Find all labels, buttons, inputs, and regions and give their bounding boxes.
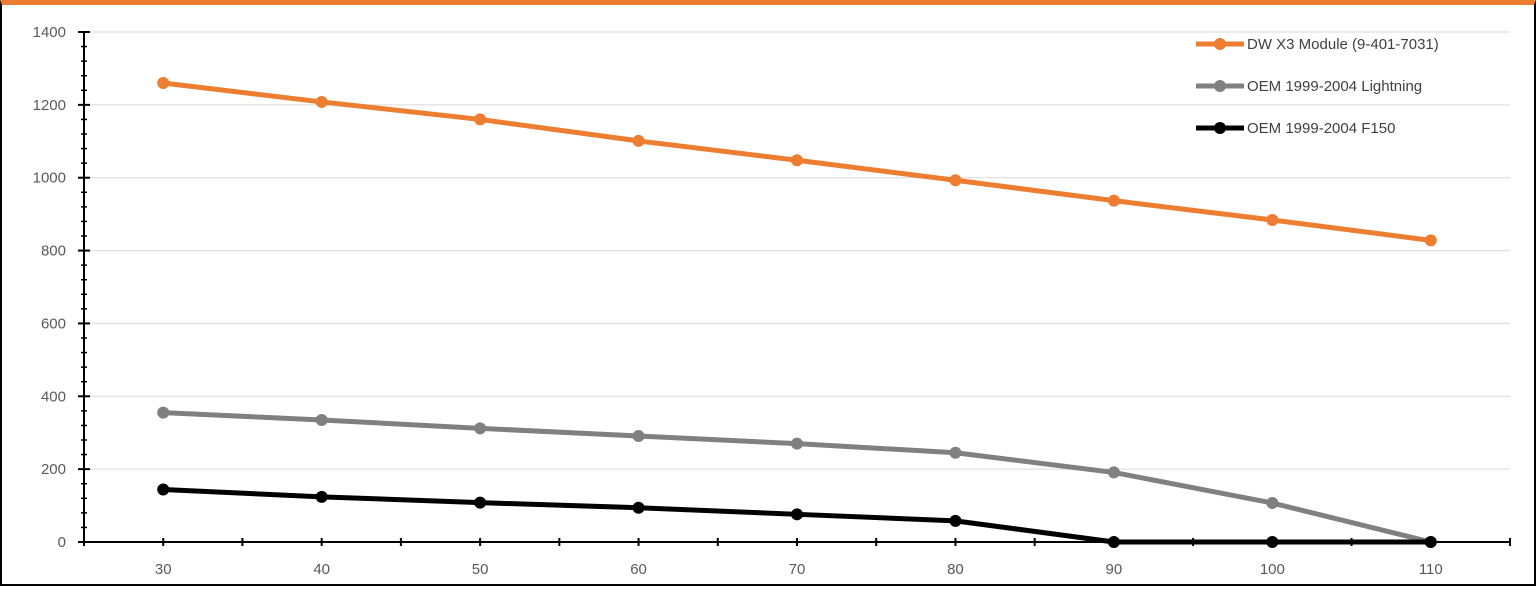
series-1: [157, 406, 1437, 548]
x-tick-label-70: 70: [789, 561, 806, 578]
data-point-2-70: [791, 508, 803, 521]
data-point-1-30: [157, 406, 170, 419]
data-point-1-90: [1107, 466, 1120, 479]
series-line-1: [160, 410, 1434, 545]
data-point-1-60: [632, 429, 645, 442]
legend-label-0: DW X3 Module (9-401-7031): [1247, 36, 1439, 53]
legend-entry-2: OEM 1999-2004 F150: [1196, 120, 1395, 137]
data-point-1-70: [791, 437, 803, 450]
series-0: [157, 77, 1437, 247]
y-tick-label-1200: 1200: [33, 97, 66, 114]
y-tick-label-600: 600: [41, 315, 66, 332]
data-point-2-90: [1107, 536, 1120, 548]
data-point-2-110: [1424, 536, 1437, 548]
series-group: [157, 77, 1437, 548]
x-tick-label-40: 40: [313, 561, 330, 578]
x-tick-label-60: 60: [630, 561, 647, 578]
data-point-2-100: [1266, 536, 1279, 548]
y-tick-label-1000: 1000: [33, 170, 66, 187]
data-point-2-40: [315, 490, 328, 503]
data-point-0-50: [474, 113, 487, 126]
x-tick-label-100: 100: [1260, 561, 1285, 578]
y-tick-label-1400: 1400: [33, 24, 66, 41]
y-tick-label-200: 200: [41, 461, 66, 478]
grid-lines: [84, 31, 1510, 470]
data-point-0-80: [949, 174, 962, 187]
data-point-1-50: [474, 422, 487, 435]
x-tick-label-30: 30: [155, 561, 172, 578]
data-point-0-90: [1107, 194, 1120, 207]
series-2: [157, 483, 1437, 548]
data-point-2-60: [632, 501, 645, 514]
data-point-0-60: [632, 134, 645, 147]
legend-swatch-marker-0: [1214, 38, 1226, 50]
data-point-0-100: [1266, 213, 1279, 226]
legend-label-1: OEM 1999-2004 Lightning: [1247, 78, 1422, 95]
x-tick-label-90: 90: [1106, 561, 1123, 578]
data-point-0-110: [1424, 234, 1437, 247]
legend: DW X3 Module (9-401-7031) OEM 1999-2004 L…: [1196, 36, 1439, 137]
legend-label-2: OEM 1999-2004 F150: [1247, 120, 1395, 137]
x-tick-label-50: 50: [472, 561, 489, 578]
legend-swatch-marker-2: [1214, 122, 1226, 134]
data-point-2-80: [949, 514, 962, 527]
legend-swatch-marker-1: [1214, 80, 1226, 92]
data-point-2-30: [157, 483, 170, 496]
legend-entry-1: OEM 1999-2004 Lightning: [1196, 78, 1422, 95]
y-tick-label-800: 800: [41, 243, 66, 260]
legend-entry-0: DW X3 Module (9-401-7031): [1196, 36, 1439, 53]
x-tick-label-80: 80: [947, 561, 964, 578]
y-tick-label-0: 0: [58, 534, 66, 551]
x-tick-label-110: 110: [1419, 561, 1443, 578]
data-point-1-100: [1266, 497, 1279, 510]
data-point-0-30: [157, 77, 170, 89]
data-point-0-40: [315, 95, 328, 108]
data-point-2-50: [474, 496, 487, 509]
data-point-1-40: [315, 413, 328, 426]
y-tick-label-400: 400: [41, 388, 66, 405]
data-point-1-80: [949, 446, 962, 459]
data-point-0-70: [791, 154, 803, 167]
